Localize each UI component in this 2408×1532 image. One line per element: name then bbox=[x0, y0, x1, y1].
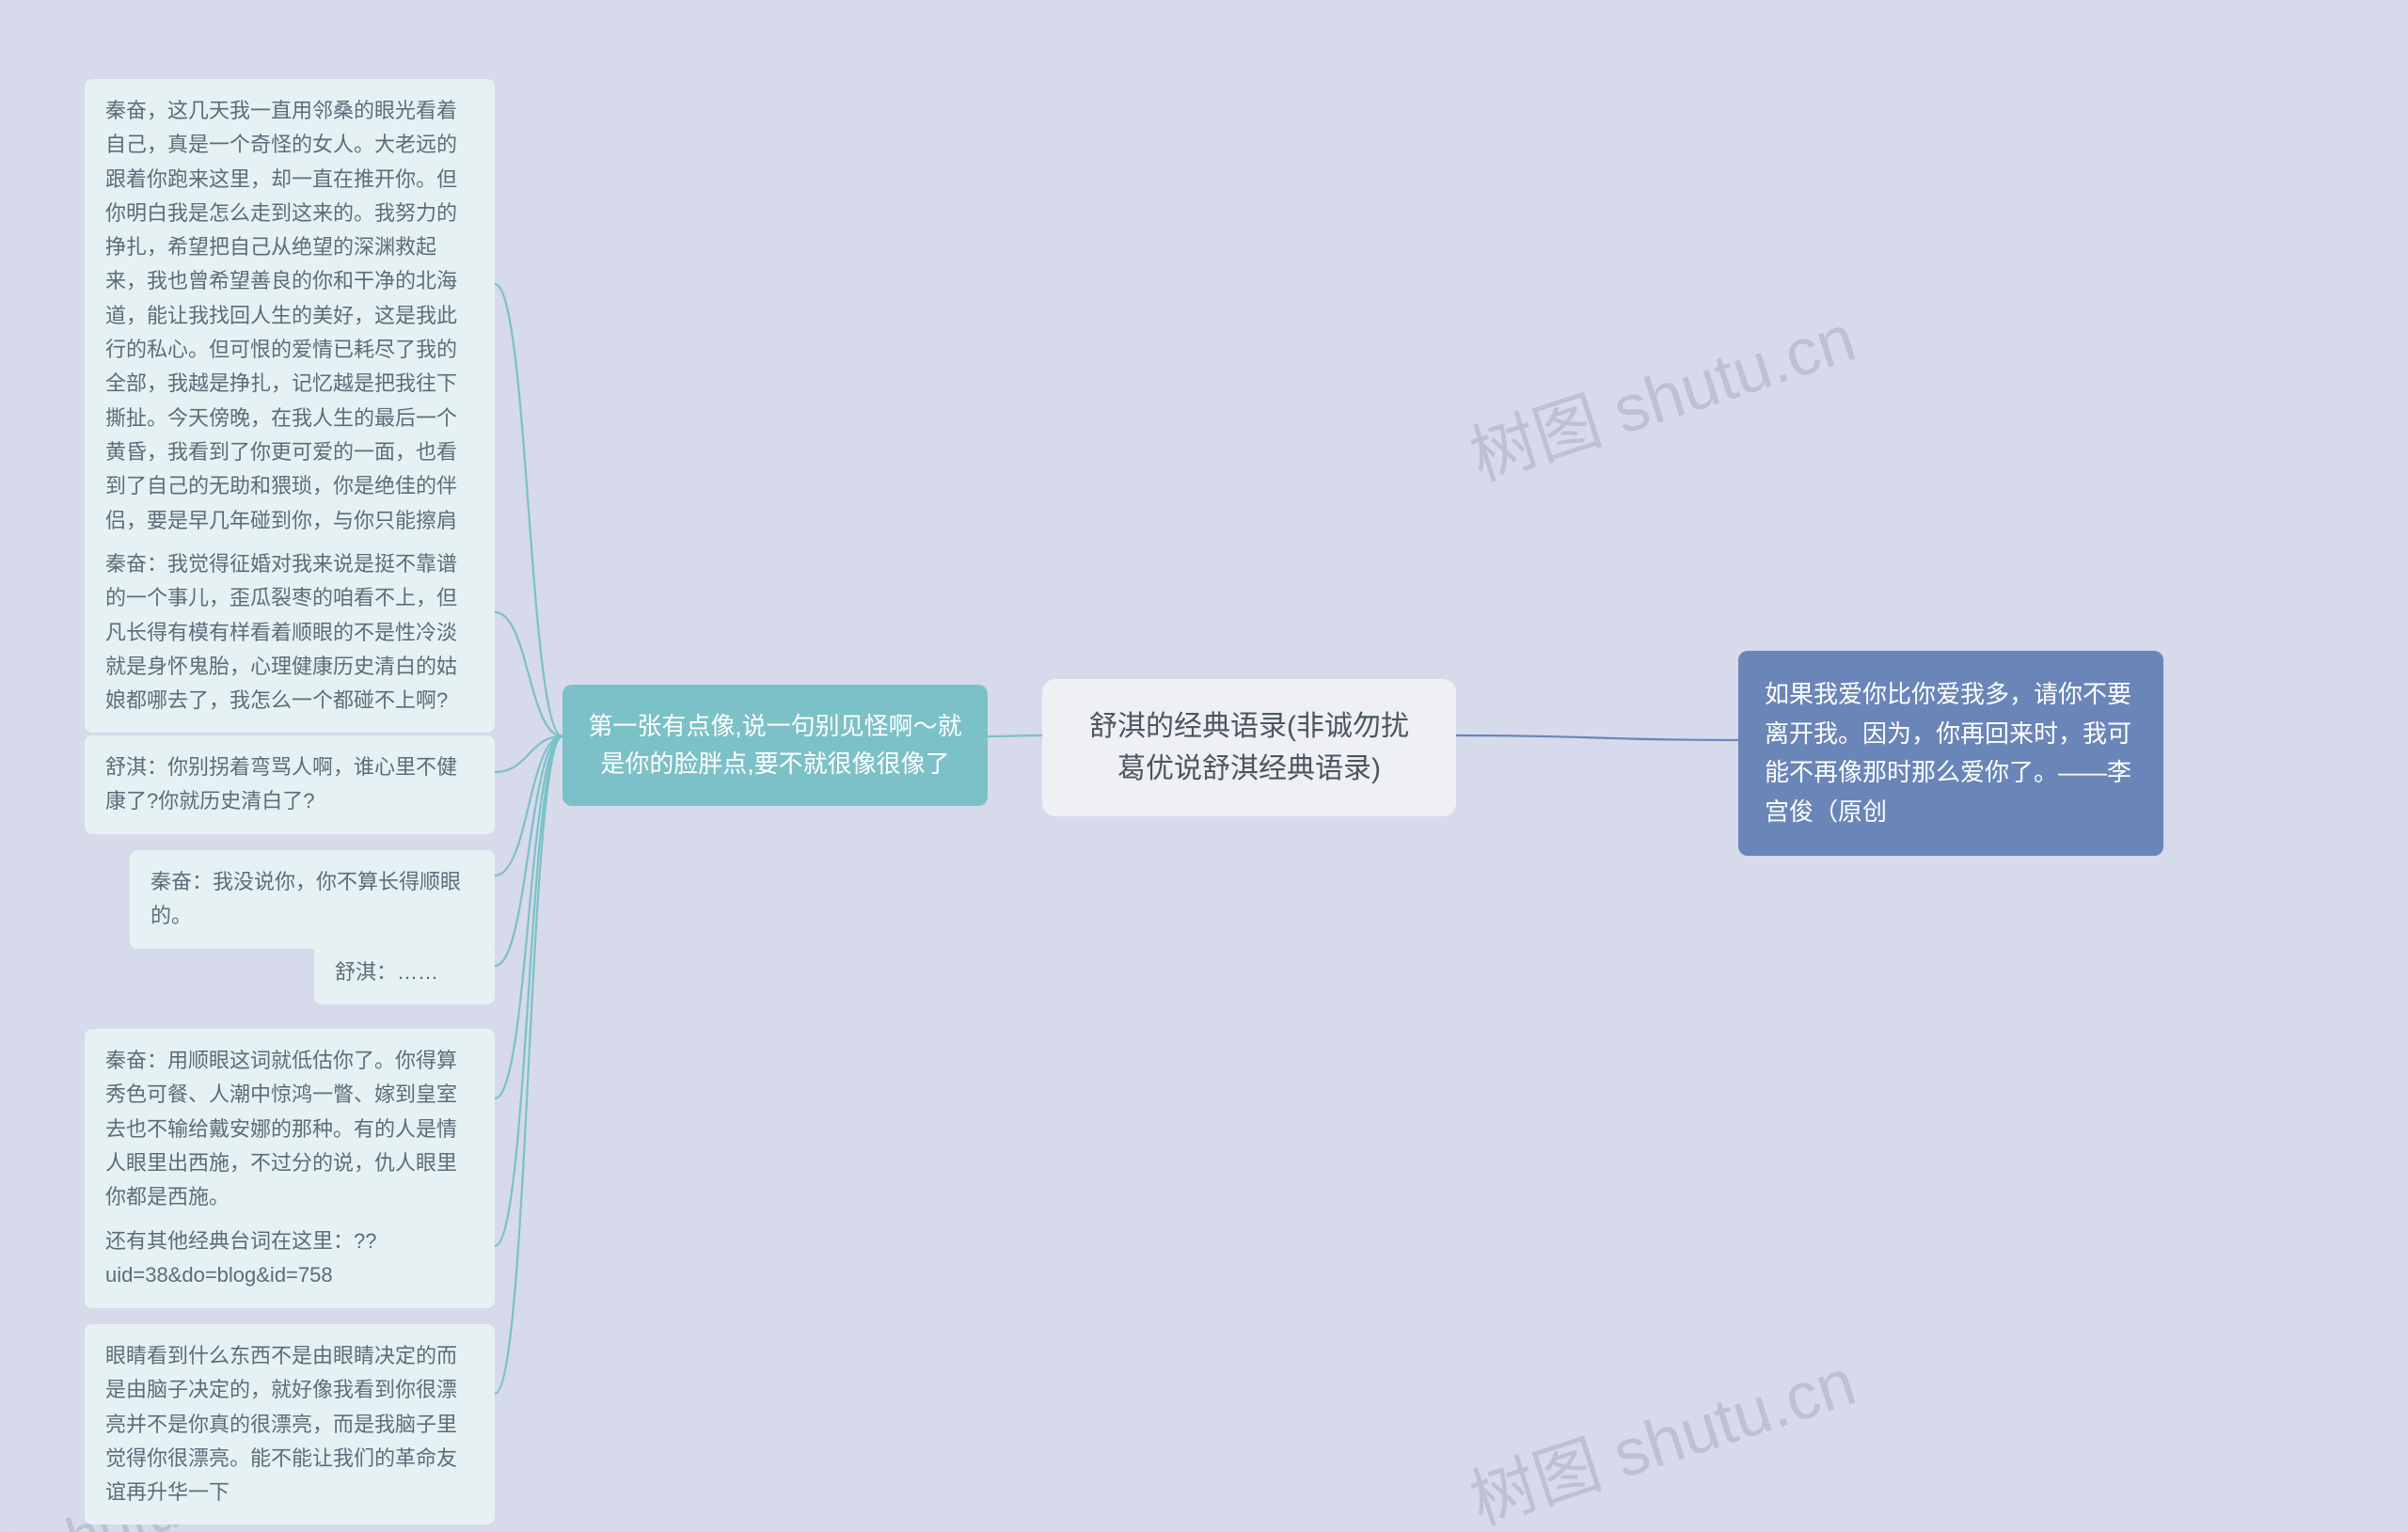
leaf-node[interactable]: 还有其他经典台词在这里：??uid=38&do=blog&id=758 bbox=[85, 1209, 495, 1308]
branch-left-line2: 是你的脸胖点,要不就很像很像了 bbox=[587, 745, 963, 782]
leaf-node[interactable]: 秦奋：用顺眼这词就低估你了。你得算秀色可餐、人潮中惊鸿一瞥、嫁到皇室去也不输给戴… bbox=[85, 1029, 495, 1229]
root-line1: 舒淇的经典语录(非诚勿扰 bbox=[1074, 705, 1424, 748]
branch-right-line1: 如果我爱你比你爱我多，请你不要 bbox=[1765, 675, 2137, 715]
leaf-node[interactable]: 眼睛看到什么东西不是由眼睛决定的而是由脑子决定的，就好像我看到你很漂亮并不是你真… bbox=[85, 1324, 495, 1524]
leaf-text: 秦奋：用顺眼这词就低估你了。你得算秀色可餐、人潮中惊鸿一瞥、嫁到皇室去也不输给戴… bbox=[105, 1049, 457, 1208]
branch-right-line2: 离开我。因为，你再回来时，我可 bbox=[1765, 715, 2137, 754]
watermark: 树图 shutu.cn bbox=[1457, 286, 1866, 499]
leaf-node[interactable]: 秦奋：我觉得征婚对我来说是挺不靠谱的一个事儿，歪瓜裂枣的咱看不上，但凡长得有模有… bbox=[85, 532, 495, 733]
leaf-text: 眼睛看到什么东西不是由眼睛决定的而是由脑子决定的，就好像我看到你很漂亮并不是你真… bbox=[105, 1344, 457, 1504]
leaf-node[interactable]: 舒淇：…… bbox=[314, 940, 495, 1004]
watermark: 树图 shutu.cn bbox=[1457, 1330, 1866, 1532]
leaf-node[interactable]: 秦奋：我没说你，你不算长得顺眼的。 bbox=[130, 850, 495, 949]
leaf-text: 还有其他经典台词在这里：??uid=38&do=blog&id=758 bbox=[105, 1229, 376, 1287]
branch-left-line1: 第一张有点像,说一句别见怪啊～就 bbox=[587, 707, 963, 745]
root-node[interactable]: 舒淇的经典语录(非诚勿扰 葛优说舒淇经典语录) bbox=[1042, 679, 1456, 816]
branch-right-node[interactable]: 如果我爱你比你爱我多，请你不要 离开我。因为，你再回来时，我可 能不再像那时那么… bbox=[1738, 651, 2163, 856]
leaf-text: 秦奋：我没说你，你不算长得顺眼的。 bbox=[150, 870, 461, 927]
root-line2: 葛优说舒淇经典语录) bbox=[1074, 748, 1424, 790]
mindmap-canvas: 树图 shutu.cn 树图 shutu.cn 树图 shutu.cn 图 sh… bbox=[0, 0, 2408, 1532]
branch-right-line3: 能不再像那时那么爱你了。——李 bbox=[1765, 753, 2137, 793]
branch-left-node[interactable]: 第一张有点像,说一句别见怪啊～就 是你的脸胖点,要不就很像很像了 bbox=[562, 685, 988, 806]
leaf-node[interactable]: 舒淇：你别拐着弯骂人啊，谁心里不健康了?你就历史清白了? bbox=[85, 735, 495, 834]
leaf-text: 舒淇：你别拐着弯骂人啊，谁心里不健康了?你就历史清白了? bbox=[105, 755, 457, 813]
leaf-text: 秦奋：我觉得征婚对我来说是挺不靠谱的一个事儿，歪瓜裂枣的咱看不上，但凡长得有模有… bbox=[105, 552, 457, 712]
branch-right-line4: 宫俊（原创 bbox=[1765, 793, 2137, 832]
leaf-text: 舒淇：…… bbox=[335, 960, 438, 984]
